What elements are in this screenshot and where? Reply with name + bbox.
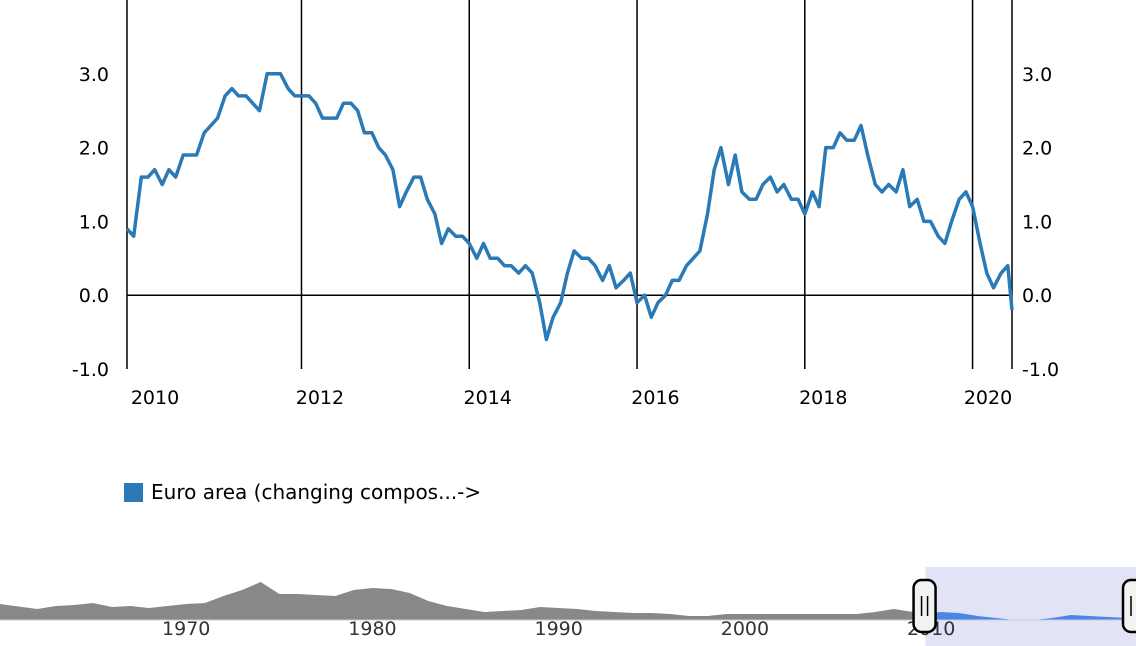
navigator-handle-left[interactable] — [912, 578, 937, 634]
y-tick-label-right: 1.0 — [1022, 211, 1052, 233]
y-tick-label-right: 3.0 — [1022, 64, 1052, 86]
legend-item-label[interactable]: Euro area (changing compos...-> — [151, 480, 482, 504]
navigator-tick-label: 1980 — [348, 618, 396, 640]
navigator-selected-area — [925, 612, 1136, 620]
y-tick-label-left: 2.0 — [79, 138, 109, 160]
navigator-tick-label: 1990 — [535, 618, 583, 640]
y-tick-label-right: 0.0 — [1022, 285, 1052, 307]
x-tick-label: 2010 — [131, 387, 179, 409]
legend[interactable]: Euro area (changing compos...-> — [124, 480, 481, 504]
y-axis-right: -1.0 0.0 1.0 2.0 3.0 — [1022, 64, 1059, 381]
x-tick-label: 2020 — [964, 387, 1012, 409]
y-tick-label-right: 2.0 — [1022, 138, 1052, 160]
x-tick-label: 2016 — [631, 387, 679, 409]
grid-layer — [126, 0, 1013, 369]
y-axis-left: -1.0 0.0 1.0 2.0 3.0 — [72, 64, 109, 381]
y-tick-label-right: -1.0 — [1022, 359, 1059, 381]
x-tick-label: 2018 — [799, 387, 847, 409]
navigator-tick-label: 2000 — [721, 618, 769, 640]
navigator-tick-label: 1970 — [162, 618, 210, 640]
series-line — [125, 72, 1014, 342]
navigator-handle-right[interactable] — [1121, 578, 1136, 634]
y-tick-label-left: 1.0 — [79, 211, 109, 233]
navigator-selected-window — [925, 567, 1136, 646]
range-navigator[interactable]: 19701980199020002010 — [0, 567, 1136, 646]
y-tick-label-left: 3.0 — [79, 64, 109, 86]
y-tick-label-left: -1.0 — [72, 359, 109, 381]
handle-body — [912, 578, 937, 634]
navigator-history-area — [0, 582, 926, 620]
legend-swatch — [124, 482, 143, 502]
x-axis: 2010 2012 2014 2016 2018 2020 — [131, 387, 1012, 409]
x-tick-label: 2014 — [464, 387, 512, 409]
handle-body — [1121, 578, 1136, 634]
series-layer — [125, 72, 1014, 342]
x-tick-label: 2012 — [296, 387, 344, 409]
y-tick-label-left: 0.0 — [79, 285, 109, 307]
